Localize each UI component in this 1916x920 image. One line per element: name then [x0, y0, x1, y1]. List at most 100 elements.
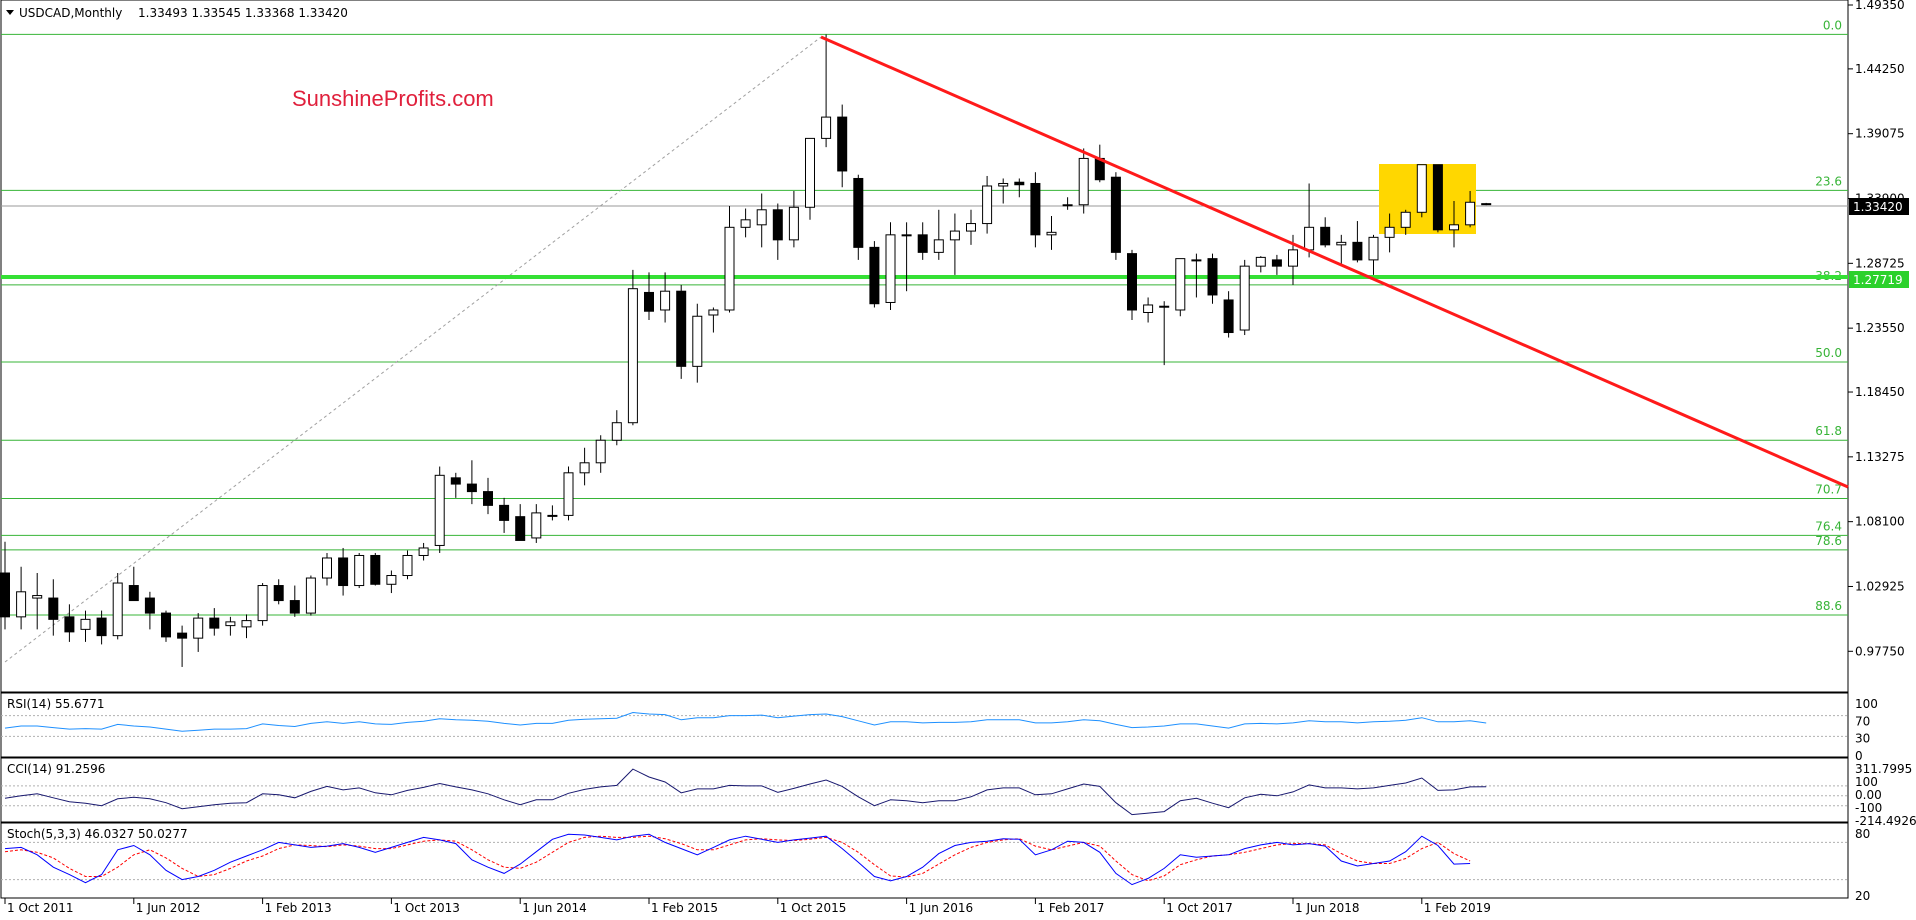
candle	[1449, 201, 1459, 248]
candle-body-down	[1014, 181, 1025, 186]
indicator-axis-label: 70	[1855, 714, 1870, 728]
time-tick-label: 1 Oct 2013	[393, 901, 460, 915]
candle-body-up	[611, 422, 622, 441]
indicator-axis-label: 100	[1855, 697, 1878, 711]
candle-body-up	[80, 618, 91, 630]
candle-body-down	[1352, 241, 1363, 261]
candle-body-up	[531, 512, 542, 539]
price-tick-label: 1.23550	[1855, 321, 1905, 335]
time-axis: 1 Oct 2011 1 Jun 2012 1 Feb 2013 1 Oct 2013…	[4, 898, 1491, 915]
candle-body-up	[1384, 226, 1395, 238]
candle-body-down	[177, 632, 188, 639]
candle	[917, 222, 928, 260]
candle	[708, 307, 719, 333]
candle	[627, 269, 638, 426]
candle-body-up	[708, 309, 719, 316]
candle	[64, 604, 75, 642]
support-band	[1, 275, 1848, 279]
candle	[1432, 164, 1443, 233]
candle-body-up	[1465, 201, 1476, 226]
fib-label-4: 61.8	[1815, 424, 1842, 438]
indicator-axis-label: 100	[1855, 775, 1878, 789]
candle	[805, 137, 815, 220]
rsi-line	[4, 711, 1487, 732]
candle	[966, 209, 976, 245]
price-tick-label: 1.39075	[1855, 127, 1905, 141]
time-tick-label: 1 Oct 2011	[7, 901, 74, 915]
candle-body-down	[917, 234, 928, 253]
candle-body-down	[209, 617, 220, 629]
candle-body-down	[273, 585, 284, 602]
time-tick-label: 1 Jun 2014	[522, 901, 587, 915]
time-tick-label: 1 Jun 2018	[1295, 901, 1360, 915]
candle	[193, 613, 204, 652]
candle-body-up	[418, 547, 429, 556]
candle	[338, 547, 349, 596]
candle	[144, 591, 155, 630]
candle	[788, 190, 799, 248]
candle-body-up	[1304, 226, 1315, 251]
price-panel-frame	[0, 0, 1849, 693]
candle-body-down	[1127, 253, 1137, 311]
candle	[1352, 221, 1363, 263]
downtrend-line[interactable]	[820, 35, 1849, 489]
symbol-menu-triangle-icon[interactable]	[6, 10, 14, 15]
candle	[595, 435, 606, 473]
candle-body-down	[48, 597, 59, 620]
indicator-axis-label: 0	[1855, 749, 1863, 763]
candle-body-up	[563, 472, 574, 516]
candle	[547, 505, 558, 521]
candle	[1143, 297, 1154, 323]
support-price-tag-text: 1.27719	[1853, 273, 1903, 287]
candle	[740, 208, 751, 238]
candle	[1110, 172, 1121, 260]
candle	[241, 614, 252, 639]
candle	[853, 174, 864, 260]
candle	[1416, 164, 1427, 218]
candle-body-down	[644, 291, 654, 312]
candle	[885, 222, 896, 310]
candle	[483, 477, 493, 515]
candle	[611, 410, 622, 446]
candle	[676, 284, 687, 379]
candle-body-up	[354, 554, 365, 587]
candle-body-up	[1239, 265, 1250, 331]
candle-body-up	[112, 582, 123, 637]
candle-body-down	[1223, 299, 1234, 334]
candle	[1481, 202, 1492, 206]
candle-body-up	[1336, 241, 1347, 246]
candle-body-up	[547, 514, 558, 517]
candle	[322, 552, 332, 586]
candle-body-up	[579, 462, 590, 474]
candle	[225, 616, 236, 636]
candle-body-down	[1432, 164, 1443, 231]
candle	[273, 579, 284, 605]
candle	[257, 583, 268, 626]
candle-body-up	[740, 219, 751, 228]
candle	[1223, 291, 1234, 338]
candle-body-up	[402, 554, 413, 577]
fib-label-8: 88.6	[1815, 599, 1842, 613]
indicator-axis-label: 0.00	[1855, 788, 1882, 802]
candle	[1030, 172, 1041, 248]
current-price-tag: 1.33420	[1849, 198, 1909, 215]
price-tick-label: 1.13275	[1855, 450, 1905, 464]
symbol-label: USDCAD,Monthly	[19, 6, 122, 20]
candle-body-up	[241, 620, 252, 628]
candle-body-up	[949, 230, 960, 241]
candle	[1336, 234, 1347, 264]
candle-body-up	[692, 315, 703, 367]
highlight-box	[1379, 164, 1476, 234]
candle-body-down	[144, 597, 155, 614]
fib-label-6: 76.4	[1815, 519, 1842, 533]
indicator-axis-label: -214.4926	[1855, 814, 1916, 828]
candle-body-down	[128, 585, 139, 602]
candle-body-down	[1207, 258, 1218, 296]
indicator-axis-label: 30	[1855, 732, 1870, 746]
candle-body-up	[1143, 304, 1154, 313]
candle-body-down	[515, 516, 526, 541]
fib-label-1: 23.6	[1815, 174, 1842, 188]
time-tick-label: 1 Oct 2017	[1166, 901, 1233, 915]
candle	[1078, 148, 1089, 214]
